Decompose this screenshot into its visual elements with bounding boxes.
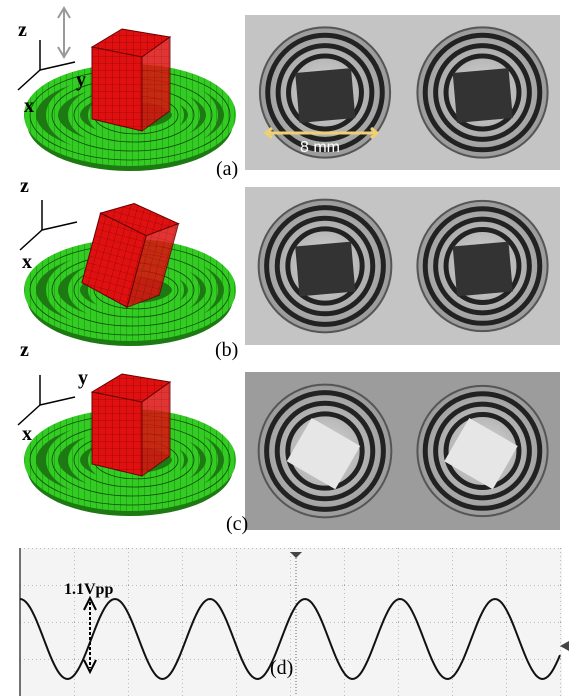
photo-cube: [453, 242, 513, 297]
photo-cube: [295, 242, 355, 297]
axis: [18, 70, 40, 90]
figure: z y x (a) 8 mm z x (b) z y x (c) 1.1Vpp …: [0, 0, 569, 696]
axis-y: y: [76, 69, 86, 91]
photo-cube: [295, 68, 355, 123]
motion-arrow: [58, 8, 70, 57]
models: [18, 8, 233, 516]
panel-label: (a): [216, 158, 238, 180]
axis-x: x: [22, 251, 32, 273]
photo-cube: [453, 68, 513, 123]
axis-x: x: [22, 423, 32, 445]
axis: [18, 405, 40, 425]
panel-label: (d): [270, 657, 293, 679]
amplitude-label: 1.1Vpp: [64, 581, 113, 598]
axis-y: y: [78, 367, 88, 389]
photos: [245, 15, 560, 530]
panel-label: (c): [226, 513, 248, 535]
axis: [20, 230, 42, 250]
scale-bar-label: 8 mm: [300, 139, 340, 156]
axis-z: z: [20, 339, 29, 361]
axis-x: x: [24, 95, 34, 117]
axis: [40, 397, 75, 405]
panel-label: (b): [215, 339, 238, 361]
axis-z: z: [20, 175, 29, 197]
cube-front: [92, 392, 142, 476]
axis-z: z: [18, 19, 27, 41]
cube-front: [92, 47, 142, 131]
axis: [42, 222, 77, 230]
axis: [40, 62, 75, 70]
